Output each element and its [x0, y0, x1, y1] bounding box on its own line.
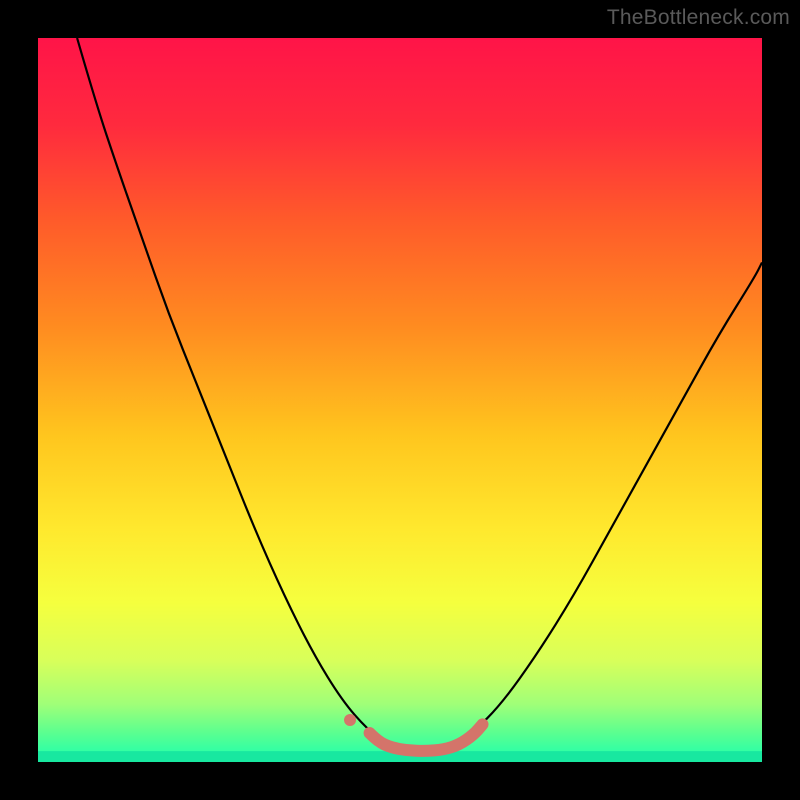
- plot-background: [38, 38, 762, 762]
- chart-svg: [0, 0, 800, 800]
- watermark-label: TheBottleneck.com: [607, 6, 790, 30]
- chart-canvas: TheBottleneck.com: [0, 0, 800, 800]
- optimal-range-dot: [344, 714, 356, 726]
